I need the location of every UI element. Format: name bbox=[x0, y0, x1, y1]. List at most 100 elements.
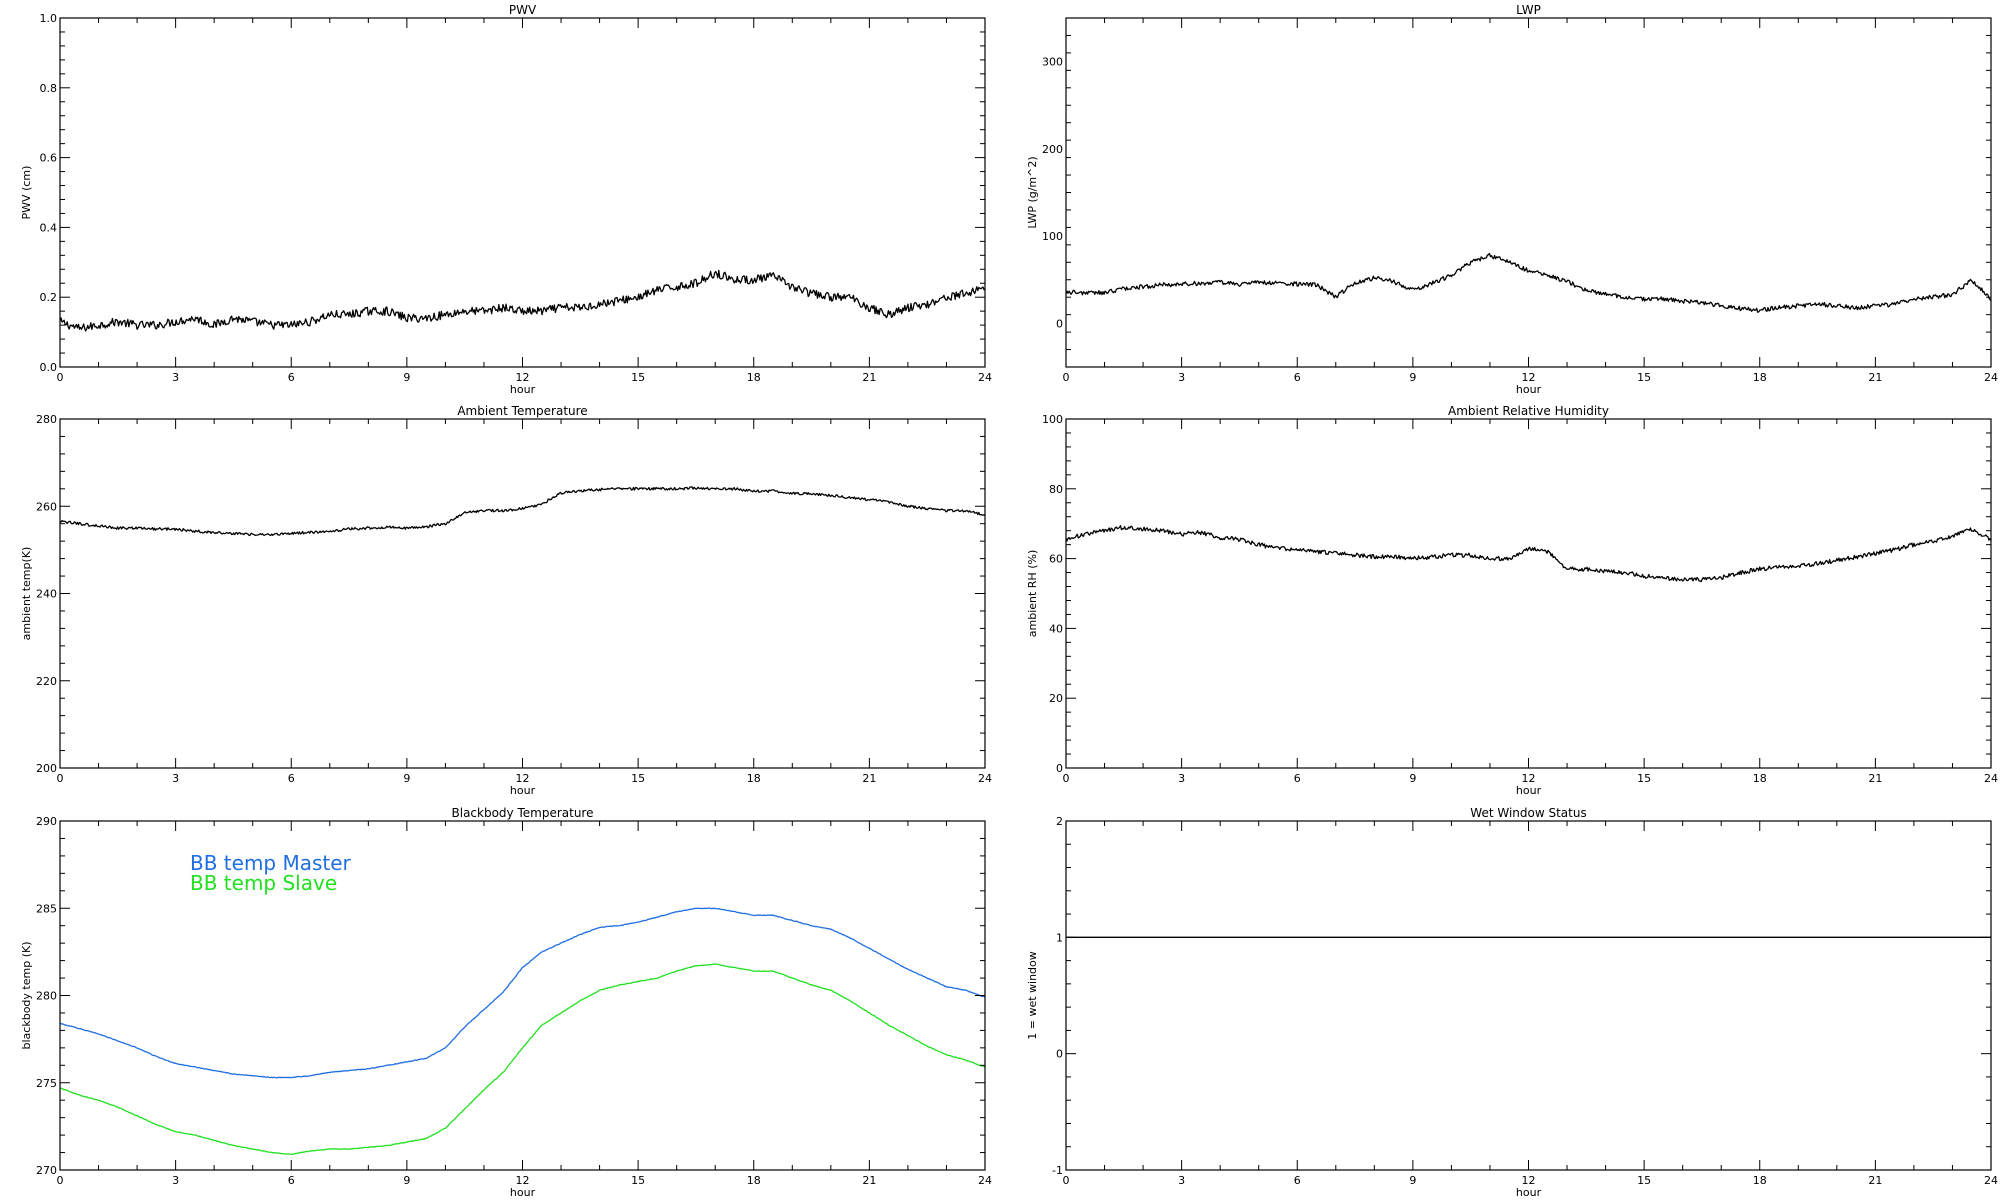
x-tick-label: 15 bbox=[1637, 371, 1651, 384]
y-tick-label: 2 bbox=[1056, 815, 1063, 828]
panel-1: 0 3 6 9 12 15 18 21 24 0 100 200 300 LWP hour LWP (g/m^… bbox=[1026, 3, 1998, 396]
x-axis-label: hour bbox=[1516, 1186, 1542, 1199]
y-tick-label: 300 bbox=[1042, 56, 1063, 69]
y-tick-label: 0.8 bbox=[40, 82, 58, 95]
y-tick-label: 280 bbox=[36, 990, 57, 1003]
y-tick-label: -1 bbox=[1052, 1164, 1063, 1177]
x-tick-label: 3 bbox=[1178, 772, 1185, 785]
y-tick-label: 100 bbox=[1042, 413, 1063, 426]
y-tick-label: 100 bbox=[1042, 230, 1063, 243]
series-line-3-0 bbox=[1065, 525, 1992, 583]
x-tick-label: 15 bbox=[631, 371, 645, 384]
x-tick-label: 0 bbox=[57, 1174, 64, 1187]
x-tick-label: 24 bbox=[1984, 772, 1998, 785]
x-tick-label: 3 bbox=[172, 371, 179, 384]
x-tick-label: 0 bbox=[57, 772, 64, 785]
x-tick-label: 21 bbox=[862, 1174, 876, 1187]
y-tick-label: 0 bbox=[1056, 762, 1063, 775]
panel-title: Wet Window Status bbox=[1470, 806, 1586, 820]
x-tick-label: 0 bbox=[57, 371, 64, 384]
x-tick-label: 0 bbox=[1063, 1174, 1070, 1187]
x-tick-label: 12 bbox=[1522, 772, 1536, 785]
x-tick-label: 24 bbox=[1984, 371, 1998, 384]
panel-2: 0 3 6 9 12 15 18 21 24 200 220 240 260 280 Ambient Tem… bbox=[20, 404, 992, 797]
x-tick-label: 9 bbox=[1409, 1174, 1416, 1187]
y-tick-label: 0.4 bbox=[40, 221, 58, 234]
y-axis-label: 1 = wet window bbox=[1026, 951, 1039, 1040]
series-line-4-1 bbox=[59, 963, 986, 1155]
y-tick-label: 240 bbox=[36, 588, 57, 601]
x-tick-label: 9 bbox=[403, 1174, 410, 1187]
y-tick-label: 0.0 bbox=[40, 361, 58, 374]
x-tick-label: 9 bbox=[1409, 772, 1416, 785]
x-tick-label: 6 bbox=[1294, 772, 1301, 785]
y-tick-label: 40 bbox=[1049, 622, 1063, 635]
x-axis-label: hour bbox=[510, 383, 536, 396]
y-tick-label: 1 bbox=[1056, 931, 1063, 944]
chart-panels: 0 3 6 9 12 15 18 21 240.00.20.40.60.81.0PWVhourP… bbox=[20, 3, 1998, 1199]
y-tick-label: 200 bbox=[36, 762, 57, 775]
x-tick-label: 21 bbox=[1868, 1174, 1882, 1187]
y-tick-label: 0.2 bbox=[40, 291, 58, 304]
x-tick-label: 24 bbox=[978, 371, 992, 384]
x-tick-label: 18 bbox=[1753, 1174, 1767, 1187]
x-tick-label: 12 bbox=[1522, 371, 1536, 384]
series-line-1-0 bbox=[1065, 252, 1992, 313]
x-tick-label: 24 bbox=[978, 1174, 992, 1187]
x-axis-label: hour bbox=[510, 1186, 536, 1199]
panel-title: Ambient Relative Humidity bbox=[1448, 404, 1609, 418]
x-tick-label: 9 bbox=[1409, 371, 1416, 384]
x-tick-label: 9 bbox=[403, 371, 410, 384]
y-axis-label: blackbody temp (K) bbox=[20, 942, 33, 1050]
x-tick-label: 6 bbox=[288, 772, 295, 785]
x-tick-label: 21 bbox=[1868, 371, 1882, 384]
x-tick-label: 21 bbox=[862, 371, 876, 384]
y-tick-label: 285 bbox=[36, 902, 57, 915]
x-tick-label: 15 bbox=[1637, 772, 1651, 785]
y-tick-label: 270 bbox=[36, 1164, 57, 1177]
x-tick-label: 0 bbox=[1063, 371, 1070, 384]
x-tick-label: 15 bbox=[631, 1174, 645, 1187]
panel-title: Ambient Temperature bbox=[457, 404, 587, 418]
x-axis-label: hour bbox=[1516, 383, 1542, 396]
panel-3: 0 3 6 9 12 15 18 21 24 0 20 40 60 80 100 Ambient Relati… bbox=[1026, 404, 1998, 797]
x-tick-label: 18 bbox=[747, 1174, 761, 1187]
y-axis-label: PWV (cm) bbox=[20, 166, 33, 220]
y-tick-label: 80 bbox=[1049, 483, 1063, 496]
y-axis-label: ambient temp(K) bbox=[20, 547, 33, 641]
x-tick-label: 12 bbox=[1522, 1174, 1536, 1187]
x-tick-label: 3 bbox=[172, 1174, 179, 1187]
x-tick-label: 12 bbox=[516, 371, 530, 384]
x-tick-label: 21 bbox=[1868, 772, 1882, 785]
x-tick-label: 3 bbox=[1178, 371, 1185, 384]
x-tick-label: 6 bbox=[1294, 371, 1301, 384]
x-tick-label: 12 bbox=[516, 772, 530, 785]
y-tick-label: 20 bbox=[1049, 692, 1063, 705]
x-tick-label: 15 bbox=[631, 772, 645, 785]
y-tick-label: 0 bbox=[1056, 317, 1063, 330]
x-axis-label: hour bbox=[1516, 784, 1542, 797]
x-tick-label: 3 bbox=[1178, 1174, 1185, 1187]
x-tick-label: 3 bbox=[172, 772, 179, 785]
panel-title: LWP bbox=[1516, 3, 1541, 17]
x-tick-label: 18 bbox=[1753, 371, 1767, 384]
y-tick-label: 200 bbox=[1042, 143, 1063, 156]
y-tick-label: 0.6 bbox=[40, 152, 58, 165]
x-axis-label: hour bbox=[510, 784, 536, 797]
y-tick-label: 290 bbox=[36, 815, 57, 828]
panel-0: 0 3 6 9 12 15 18 21 24 0.0 0.2 0.4 0.6 0.8 1.0 PWV hour P… bbox=[20, 3, 992, 396]
series-line-0-0 bbox=[59, 269, 986, 332]
x-tick-label: 21 bbox=[862, 772, 876, 785]
y-tick-label: 220 bbox=[36, 675, 57, 688]
y-axis-label: ambient RH (%) bbox=[1026, 550, 1039, 638]
x-tick-label: 15 bbox=[1637, 1174, 1651, 1187]
legend-entry: BB temp Master bbox=[190, 851, 352, 875]
x-tick-label: 18 bbox=[1753, 772, 1767, 785]
y-tick-label: 0 bbox=[1056, 1048, 1063, 1061]
x-tick-label: 9 bbox=[403, 772, 410, 785]
y-tick-label: 280 bbox=[36, 413, 57, 426]
series-line-4-0 bbox=[59, 907, 986, 1079]
x-tick-label: 6 bbox=[288, 371, 295, 384]
